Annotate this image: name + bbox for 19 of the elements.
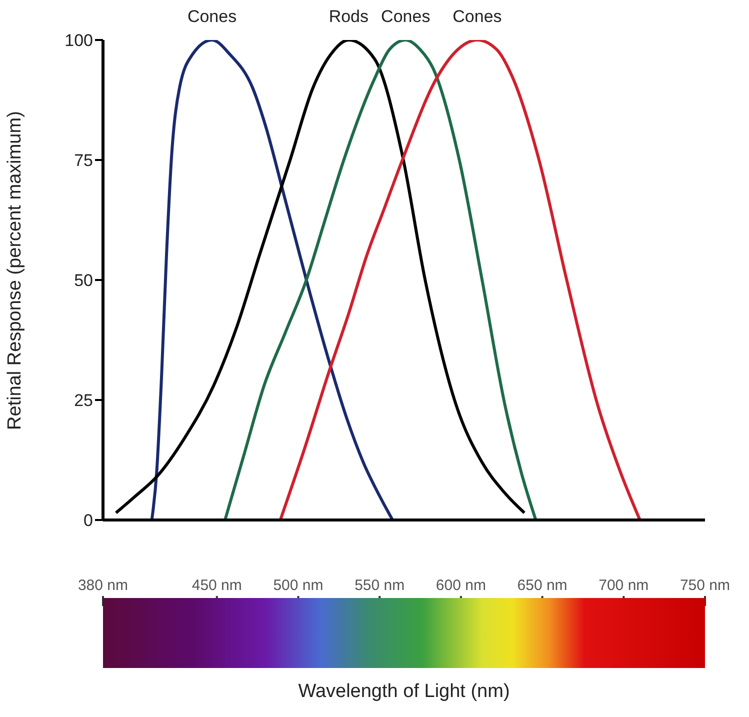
- annotation: Rods: [328, 7, 369, 26]
- x-axis-title: Wavelength of Light (nm): [298, 681, 510, 702]
- annotation: Cones: [452, 7, 502, 26]
- x-tick-label: 650 nm: [517, 577, 568, 594]
- y-tick-label: 50: [74, 271, 93, 290]
- x-tick-label: 600 nm: [436, 577, 486, 594]
- y-tick-label: 0: [84, 511, 93, 530]
- y-tick-label: 100: [64, 31, 93, 50]
- x-tick-label: 550 nm: [354, 577, 405, 594]
- x-tick-label: 380 nm: [78, 577, 128, 594]
- x-tick-label: 500 nm: [273, 577, 324, 594]
- annotation: Cones: [381, 7, 430, 26]
- x-tick-label: 450 nm: [192, 577, 242, 594]
- y-axis-title: Retinal Response (percent maximum): [4, 111, 26, 430]
- x-tick-label: 750 nm: [680, 577, 730, 594]
- y-tick-label: 75: [74, 151, 93, 170]
- x-tick-label: 700 nm: [598, 577, 649, 594]
- y-tick-label: 25: [74, 391, 93, 410]
- annotation: Cones: [187, 7, 237, 26]
